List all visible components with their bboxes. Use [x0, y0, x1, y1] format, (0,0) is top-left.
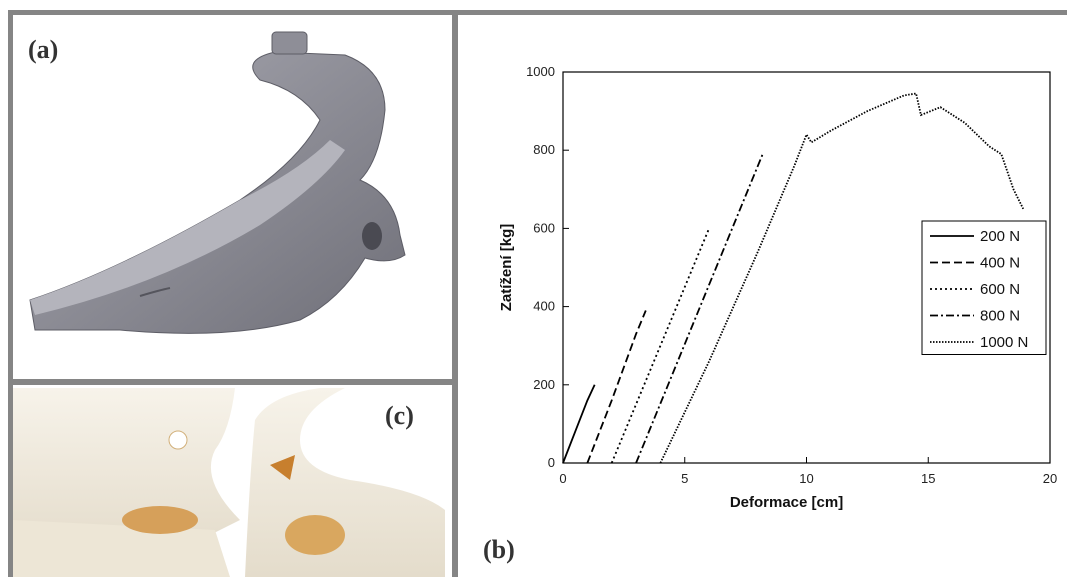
legend-label: 600 N — [980, 281, 1020, 298]
x-tick-label: 15 — [921, 471, 935, 486]
x-tick-label: 0 — [559, 471, 566, 486]
frame-divider — [452, 10, 458, 577]
y-tick-label: 1000 — [526, 64, 555, 79]
y-tick-label: 600 — [533, 220, 555, 235]
y-axis-title: Zatížení [kg] — [498, 224, 515, 312]
panel-label: (a) — [28, 35, 58, 64]
page: {"panel_labels": ["(a)", "(b)", "(c)"], … — [0, 0, 1067, 577]
y-tick-label: 200 — [533, 377, 555, 392]
legend-label: 200 N — [980, 228, 1020, 245]
y-tick-label: 800 — [533, 142, 555, 157]
x-tick-label: 10 — [799, 471, 813, 486]
legend-label: 400 N — [980, 254, 1020, 271]
frame-top — [8, 10, 1067, 15]
legend-label: 1000 N — [980, 334, 1028, 351]
x-axis-title: Deformace [cm] — [730, 494, 843, 511]
legend-label: 800 N — [980, 307, 1020, 324]
figure: (a) (b) (c) 0 200 400 600 800 1000 0 5 10 15 20 Deform… — [0, 0, 1067, 577]
y-tick-label: 400 — [533, 299, 555, 314]
panel-label: (b) — [483, 535, 515, 564]
y-tick-label: 0 — [548, 455, 555, 470]
x-tick-label: 20 — [1043, 471, 1057, 486]
x-tick-label: 5 — [681, 471, 688, 486]
frame-left — [8, 10, 13, 577]
frame-divider-h — [8, 379, 456, 385]
panel-label: (c) — [385, 401, 414, 430]
